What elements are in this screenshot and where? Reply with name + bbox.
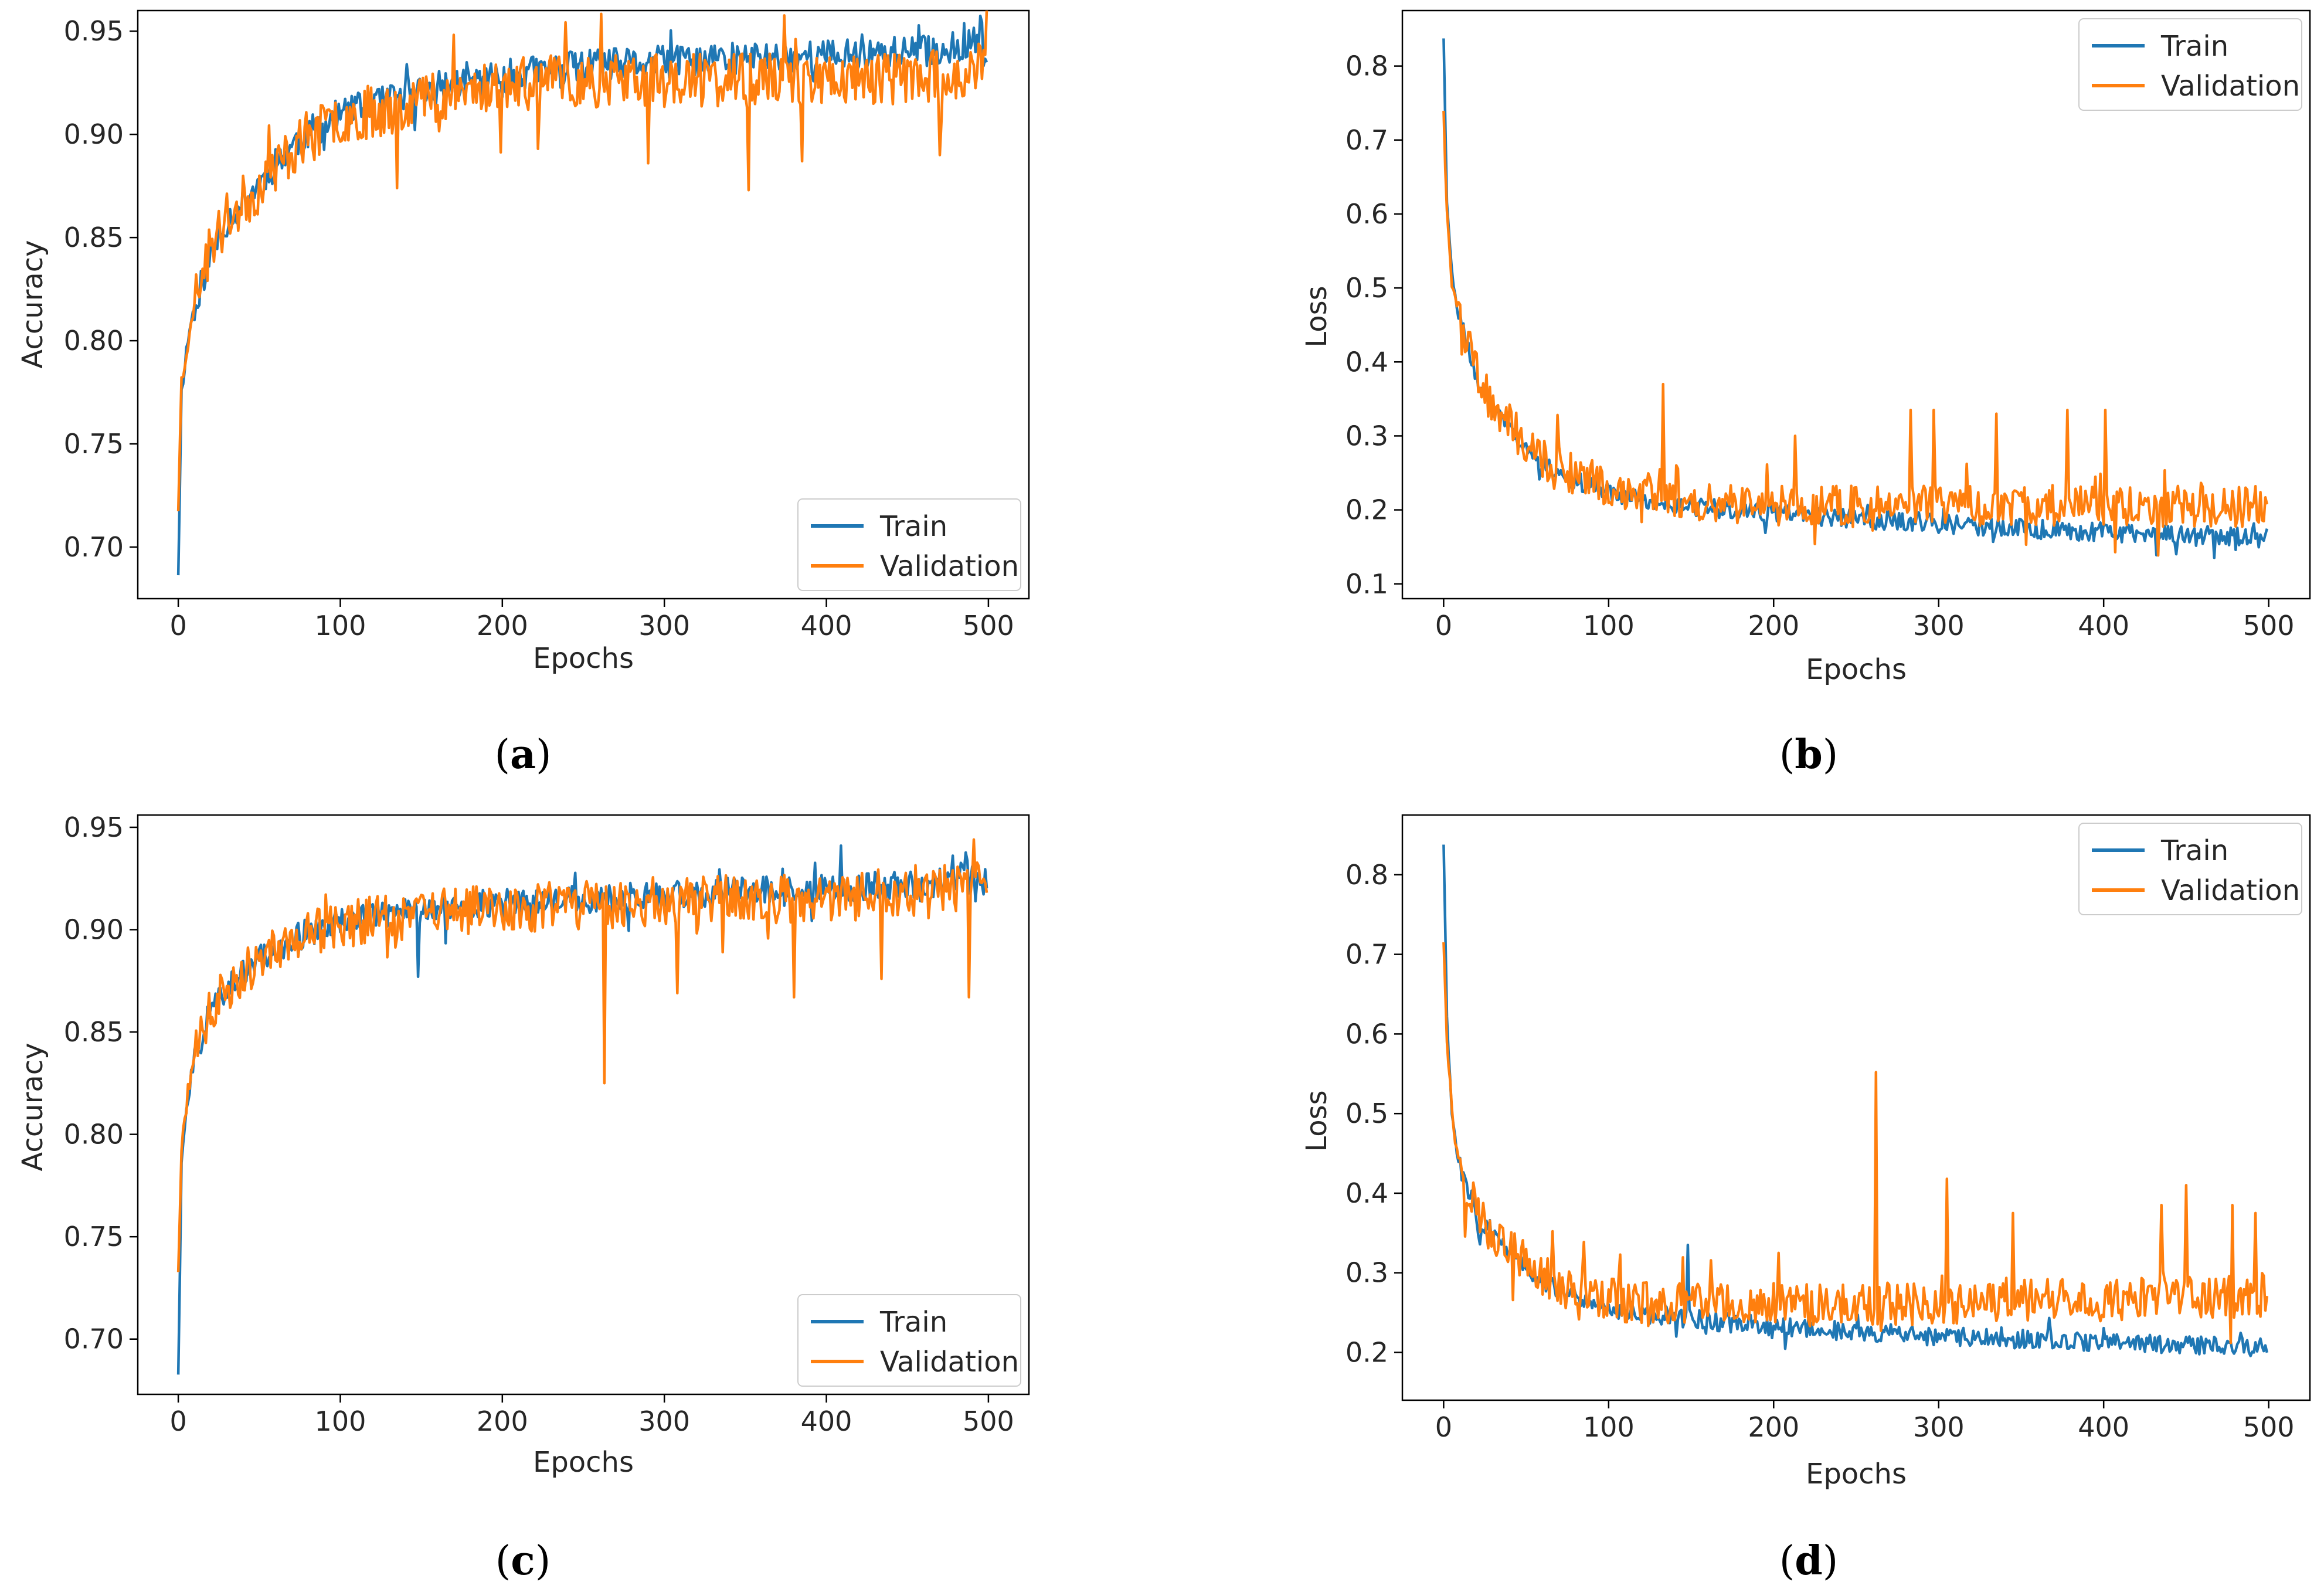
legend-b: Train Validation (2078, 18, 2302, 111)
x-tick-label-d-1: 100 (1583, 1411, 1635, 1443)
y-tick-label-b-1: 0.2 (1346, 494, 1388, 526)
y-tick-label-b-0: 0.1 (1346, 568, 1388, 600)
caption-a: (a) (494, 731, 551, 778)
series-line-validation-b (1442, 110, 2268, 557)
y-tick-label-d-4: 0.6 (1346, 1018, 1388, 1050)
y-tick-label-b-7: 0.8 (1346, 50, 1388, 82)
y-tick-label-a-0: 0.70 (64, 531, 124, 563)
y-tick-label-c-5: 0.95 (64, 812, 124, 843)
legend-label-validation-b: Validation (2161, 70, 2300, 103)
x-tick-label-b-4: 400 (2078, 610, 2129, 641)
caption-b: (b) (1779, 731, 1839, 778)
y-tick-label-a-5: 0.95 (64, 15, 124, 47)
x-tick-label-d-0: 0 (1435, 1411, 1452, 1443)
x-tick-label-b-1: 100 (1583, 610, 1635, 641)
x-tick-label-b-2: 200 (1748, 610, 1799, 641)
y-tick-label-d-0: 0.2 (1346, 1337, 1388, 1369)
y-tick-label-a-4: 0.90 (64, 118, 124, 150)
y-tick-label-c-1: 0.75 (64, 1221, 124, 1252)
series-line-validation-c (176, 838, 988, 1272)
y-tick-label-d-6: 0.8 (1346, 859, 1388, 891)
y-tick-label-d-1: 0.3 (1346, 1257, 1388, 1289)
y-tick-label-b-3: 0.4 (1346, 346, 1388, 378)
panel-c: 0 100 200 300 400 500 0.70 0.75 0.80 0.85 0.90 0.95… (16, 812, 1030, 1584)
legend-label-train-d: Train (2160, 834, 2228, 867)
x-tick-label-c-5: 500 (963, 1405, 1014, 1437)
y-axis-label-b: Loss (1300, 286, 1333, 347)
legend-c: Train Validation (797, 1294, 1021, 1387)
x-tick-label-d-5: 500 (2243, 1411, 2295, 1443)
x-tick-label-c-3: 300 (638, 1405, 690, 1437)
series-line-validation-a (176, 11, 988, 512)
y-tick-label-d-2: 0.4 (1346, 1177, 1388, 1209)
x-tick-label-a-3: 300 (638, 610, 690, 641)
x-tick-label-b-5: 500 (2243, 610, 2295, 641)
x-tick-label-c-2: 200 (477, 1405, 528, 1437)
panel-a: 0 100 200 300 400 500 0.70 0.75 0.80 0.85 0.90 0.95… (16, 9, 1030, 778)
legend-label-validation-d: Validation (2161, 874, 2300, 907)
y-tick-label-b-6: 0.7 (1346, 124, 1388, 156)
y-tick-label-c-0: 0.70 (64, 1323, 124, 1355)
panel-b: 0 100 200 300 400 500 0.1 0.2 0.3 0.4 0.5 0.6 0.7 0.8… (1300, 9, 2311, 778)
caption-c: (c) (495, 1537, 551, 1584)
x-tick-label-d-3: 300 (1913, 1411, 1965, 1443)
legend-label-validation-a: Validation (880, 550, 1019, 583)
x-tick-label-d-2: 200 (1748, 1411, 1799, 1443)
y-axis-label-d: Loss (1300, 1090, 1333, 1152)
series-line-validation-d (1442, 942, 2269, 1344)
legend-label-train-a: Train (879, 510, 947, 543)
x-tick-label-a-4: 400 (801, 610, 852, 641)
y-tick-label-d-5: 0.7 (1346, 939, 1388, 970)
x-axis-label-c: Epochs (533, 1446, 634, 1479)
legend-label-train-c: Train (879, 1306, 947, 1339)
x-tick-label-a-5: 500 (963, 610, 1014, 641)
caption-d: (d) (1779, 1537, 1839, 1584)
legend-label-validation-c: Validation (880, 1346, 1019, 1379)
x-tick-label-c-4: 400 (801, 1405, 852, 1437)
x-tick-label-a-1: 100 (315, 610, 366, 641)
y-tick-label-a-3: 0.85 (64, 222, 124, 253)
x-axis-label-a: Epochs (533, 642, 634, 675)
y-axis-label-c: Accuracy (16, 1043, 49, 1171)
legend-a: Train Validation (797, 498, 1021, 591)
y-tick-label-d-3: 0.5 (1346, 1098, 1388, 1129)
series-line-train-b (1442, 38, 2268, 559)
x-tick-label-b-0: 0 (1435, 610, 1452, 641)
x-tick-label-c-1: 100 (315, 1405, 366, 1437)
y-tick-label-a-1: 0.75 (64, 428, 124, 460)
legend-label-train-b: Train (2160, 30, 2228, 63)
legend-d: Train Validation (2078, 823, 2302, 915)
x-tick-label-a-2: 200 (477, 610, 528, 641)
x-tick-label-b-3: 300 (1913, 610, 1965, 641)
y-tick-label-c-4: 0.90 (64, 914, 124, 946)
x-tick-label-c-0: 0 (169, 1405, 186, 1437)
x-tick-label-a-0: 0 (169, 610, 186, 641)
y-tick-label-c-2: 0.80 (64, 1119, 124, 1150)
y-tick-label-b-5: 0.6 (1346, 198, 1388, 230)
x-axis-label-b: Epochs (1806, 653, 1907, 686)
y-tick-label-a-2: 0.80 (64, 325, 124, 356)
y-axis-label-a: Accuracy (16, 240, 49, 368)
y-tick-label-b-2: 0.3 (1346, 420, 1388, 451)
y-tick-label-c-3: 0.85 (64, 1016, 124, 1048)
panel-d: 0 100 200 300 400 500 0.2 0.3 0.4 0.5 0.6 0.7 0.8 Ep… (1300, 814, 2311, 1584)
x-axis-label-d: Epochs (1806, 1458, 1907, 1490)
y-tick-label-b-4: 0.5 (1346, 272, 1388, 304)
x-tick-label-d-4: 400 (2078, 1411, 2129, 1443)
